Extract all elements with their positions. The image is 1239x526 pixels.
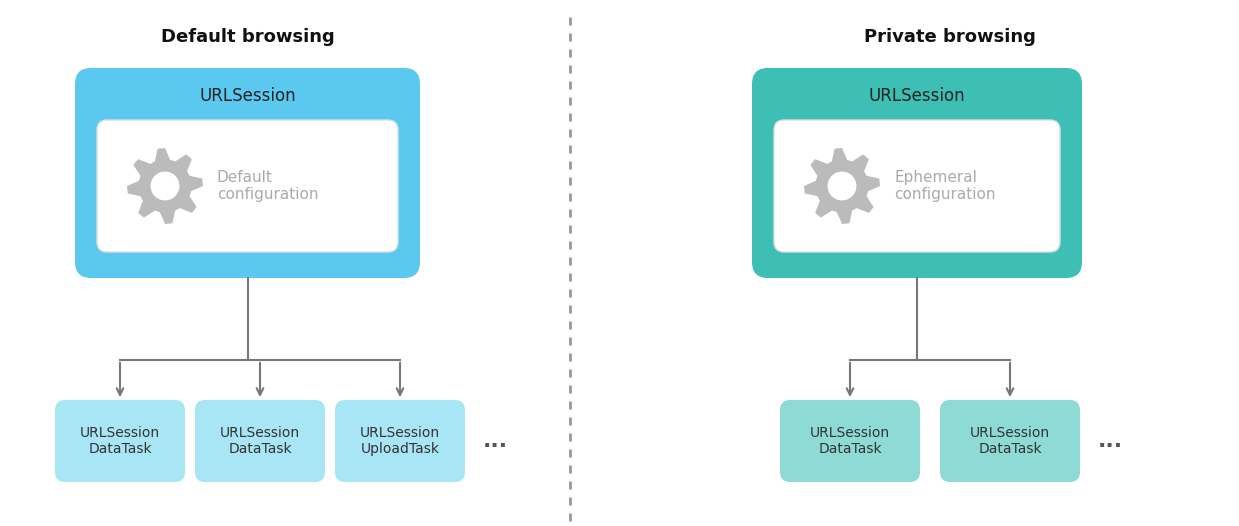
Text: URLSession
DataTask: URLSession DataTask (81, 426, 160, 456)
Polygon shape (804, 148, 880, 224)
Text: Ephemeral
configuration: Ephemeral configuration (895, 170, 995, 202)
Text: Default browsing: Default browsing (161, 28, 335, 46)
FancyBboxPatch shape (195, 400, 325, 482)
Text: URLSession
DataTask: URLSession DataTask (221, 426, 300, 456)
Text: ...: ... (483, 431, 508, 451)
Text: URLSession: URLSession (199, 87, 296, 105)
FancyBboxPatch shape (781, 400, 921, 482)
FancyBboxPatch shape (76, 68, 420, 278)
Circle shape (828, 171, 856, 200)
Text: URLSession: URLSession (869, 87, 965, 105)
FancyBboxPatch shape (335, 400, 465, 482)
Text: URLSession
UploadTask: URLSession UploadTask (361, 426, 440, 456)
Text: Private browsing: Private browsing (864, 28, 1036, 46)
Circle shape (151, 171, 180, 200)
FancyBboxPatch shape (774, 120, 1061, 252)
Text: URLSession
DataTask: URLSession DataTask (810, 426, 890, 456)
Polygon shape (128, 148, 203, 224)
FancyBboxPatch shape (97, 120, 398, 252)
Text: Default
configuration: Default configuration (217, 170, 318, 202)
FancyBboxPatch shape (752, 68, 1082, 278)
Text: URLSession
DataTask: URLSession DataTask (970, 426, 1051, 456)
FancyBboxPatch shape (55, 400, 185, 482)
Text: ...: ... (1098, 431, 1123, 451)
FancyBboxPatch shape (940, 400, 1080, 482)
